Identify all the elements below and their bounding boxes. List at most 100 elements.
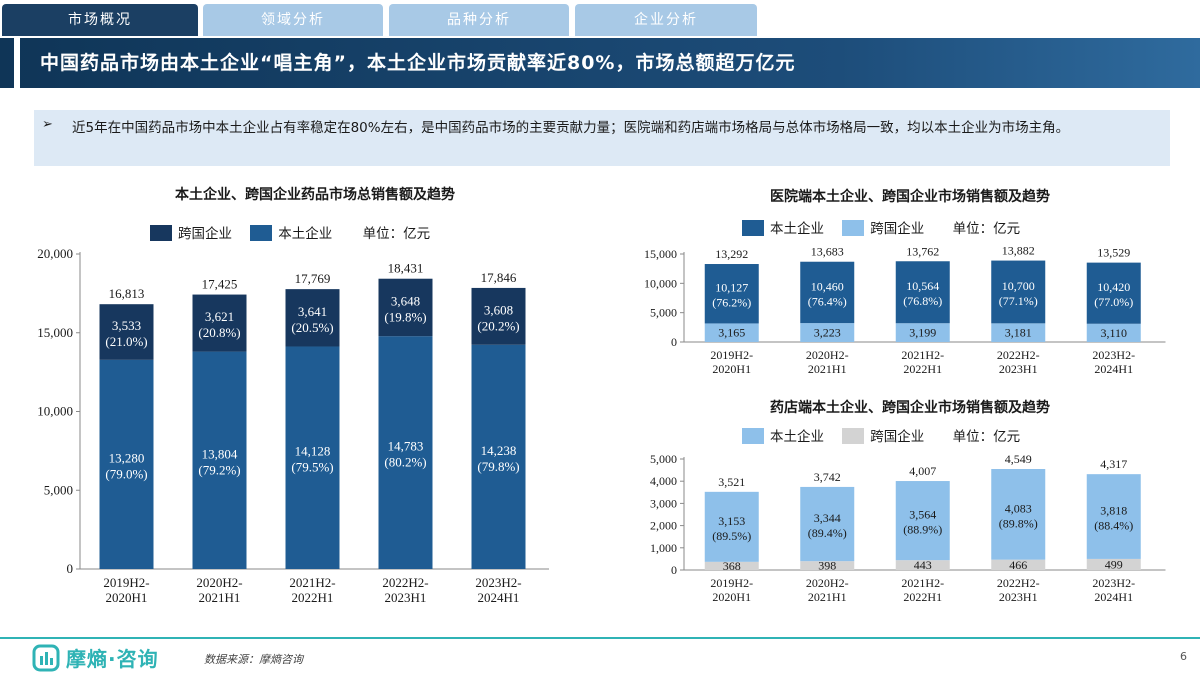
legend-label-domestic: 本土企业 xyxy=(278,226,333,242)
chart-hospital-sales: 0 5,000 10,000 15,000 3,165 10,127(76.2%) 13,2… xyxy=(644,244,1166,376)
y-tick-label: 2,000 xyxy=(650,519,677,533)
x-tick-label: 2021H2- xyxy=(289,575,335,590)
unit-label: 单位：亿元 xyxy=(952,221,1021,237)
total-label: 3,521 xyxy=(718,475,745,489)
data-label: 466 xyxy=(1009,558,1027,572)
bar-segment-foreign xyxy=(99,304,154,360)
bar-segment-domestic xyxy=(895,481,950,561)
legend-label-foreign: 跨国企业 xyxy=(870,429,925,445)
x-tick-label: 2022H2- xyxy=(997,348,1040,362)
y-tick-label: 4,000 xyxy=(650,474,677,488)
total-label: 4,549 xyxy=(1005,452,1032,466)
tab-enterprise-analysis[interactable]: 企业分析 xyxy=(575,4,757,36)
chart-title-pharmacy: 药店端本土企业、跨国企业市场销售额及趋势 xyxy=(770,400,1050,416)
bar-segment-foreign xyxy=(991,559,1046,570)
bullet-arrow-icon: ➢ xyxy=(42,117,53,132)
x-tick-label: 2022H2- xyxy=(997,576,1040,590)
data-label: 13,280 xyxy=(109,450,145,465)
tab-market-overview[interactable]: 市场概况 xyxy=(2,4,198,36)
chart-title-hospital: 医院端本土企业、跨国企业市场销售额及趋势 xyxy=(770,189,1050,205)
data-label: 3,621 xyxy=(205,309,234,324)
x-tick-label: 2023H1 xyxy=(385,590,427,605)
bar-segment-domestic xyxy=(1086,474,1141,559)
logo-text: 摩熵·咨询 xyxy=(66,647,159,671)
data-label-pct: (76.8%) xyxy=(903,294,942,308)
x-tick-label: 2020H1 xyxy=(106,590,148,605)
legend-label-foreign: 跨国企业 xyxy=(870,221,925,237)
total-label: 17,846 xyxy=(481,270,517,285)
data-label: 3,648 xyxy=(391,293,420,308)
y-tick-label: 5,000 xyxy=(650,306,677,320)
page-number: 6 xyxy=(1180,650,1187,663)
bar-segment-domestic xyxy=(800,486,855,562)
x-tick-label: 2019H2- xyxy=(103,575,149,590)
bar-segment-foreign xyxy=(800,323,855,342)
bar-segment-domestic xyxy=(1086,262,1141,324)
x-tick-label: 2023H2- xyxy=(1092,576,1135,590)
tab-field-analysis[interactable]: 领域分析 xyxy=(203,4,383,36)
x-tick-label: 2023H1 xyxy=(999,590,1038,604)
legend-total: 跨国企业 本土企业 单位：亿元 xyxy=(150,222,430,242)
data-label: 14,128 xyxy=(295,444,331,459)
bar-segment-foreign xyxy=(704,561,759,570)
y-tick-label: 1,000 xyxy=(650,541,677,555)
data-label-pct: (20.2%) xyxy=(477,318,519,333)
total-label: 13,292 xyxy=(715,247,748,261)
data-label-pct: (79.5%) xyxy=(291,460,333,475)
bar-segment-foreign xyxy=(378,278,433,337)
bar-segment-foreign xyxy=(192,294,247,352)
bar-segment-foreign xyxy=(285,289,340,347)
data-label: 13,804 xyxy=(202,446,238,461)
bar-segment-domestic xyxy=(378,336,433,569)
data-label-pct: (20.8%) xyxy=(198,325,240,340)
data-label-pct: (89.5%) xyxy=(712,529,751,543)
x-tick-label: 2022H1 xyxy=(292,590,334,605)
total-label: 13,882 xyxy=(1002,244,1035,258)
legend-swatch-foreign xyxy=(842,428,865,444)
tab-variety-analysis[interactable]: 品种分析 xyxy=(389,4,569,36)
y-tick-label: 5,000 xyxy=(650,452,677,466)
x-tick-label: 2023H2- xyxy=(475,575,521,590)
y-tick-label: 0 xyxy=(67,561,74,576)
total-label: 18,431 xyxy=(388,261,424,276)
bar-segment-foreign xyxy=(1086,558,1141,570)
data-label: 10,420 xyxy=(1097,280,1130,294)
bar-segment-foreign xyxy=(1086,323,1141,342)
data-label: 10,460 xyxy=(811,279,844,293)
bar-segment-foreign xyxy=(895,323,950,342)
x-tick-label: 2021H1 xyxy=(808,590,847,604)
legend-swatch-domestic xyxy=(250,225,273,241)
data-label-pct: (89.4%) xyxy=(808,526,847,540)
legend-hospital: 本土企业 跨国企业 单位：亿元 xyxy=(742,217,1020,237)
bar-segment-foreign xyxy=(991,323,1046,342)
footer-divider xyxy=(0,637,1200,639)
y-tick-label: 15,000 xyxy=(37,325,73,340)
data-label: 3,533 xyxy=(112,318,141,333)
bar-segment-domestic xyxy=(704,491,759,562)
x-tick-label: 2022H2- xyxy=(382,575,428,590)
total-label: 3,742 xyxy=(814,470,841,484)
logo-icon xyxy=(32,644,60,672)
data-label: 3,641 xyxy=(298,304,327,319)
data-label-pct: (79.2%) xyxy=(198,462,240,477)
x-tick-label: 2024H1 xyxy=(1094,590,1133,604)
data-label: 3,344 xyxy=(814,511,841,525)
bar-segment-foreign xyxy=(895,560,950,570)
data-label-pct: (88.9%) xyxy=(903,523,942,537)
data-source: 数据来源：摩熵咨询 xyxy=(204,653,303,666)
data-label: 3,110 xyxy=(1100,326,1127,340)
chart-pharmacy-sales: 0 1,000 2,000 3,000 4,000 5,000 368 3,153(89.5%… xyxy=(650,452,1166,604)
bar-segment-domestic xyxy=(285,346,340,569)
y-tick-label: 20,000 xyxy=(37,246,73,261)
data-label: 398 xyxy=(818,559,836,573)
y-tick-label: 0 xyxy=(671,335,677,349)
x-tick-label: 2022H1 xyxy=(903,362,942,376)
data-label: 3,153 xyxy=(718,514,745,528)
title-bar: 中国药品市场由本土企业“唱主角”，本土企业市场贡献率近80%，市场总额超万亿元 xyxy=(0,38,1200,88)
legend-label-domestic: 本土企业 xyxy=(770,429,824,445)
legend-label-domestic: 本土企业 xyxy=(770,221,824,237)
data-label-pct: (20.5%) xyxy=(291,320,333,335)
data-label: 3,223 xyxy=(814,326,841,340)
y-tick-label: 15,000 xyxy=(644,247,677,261)
total-label: 17,769 xyxy=(295,271,331,286)
